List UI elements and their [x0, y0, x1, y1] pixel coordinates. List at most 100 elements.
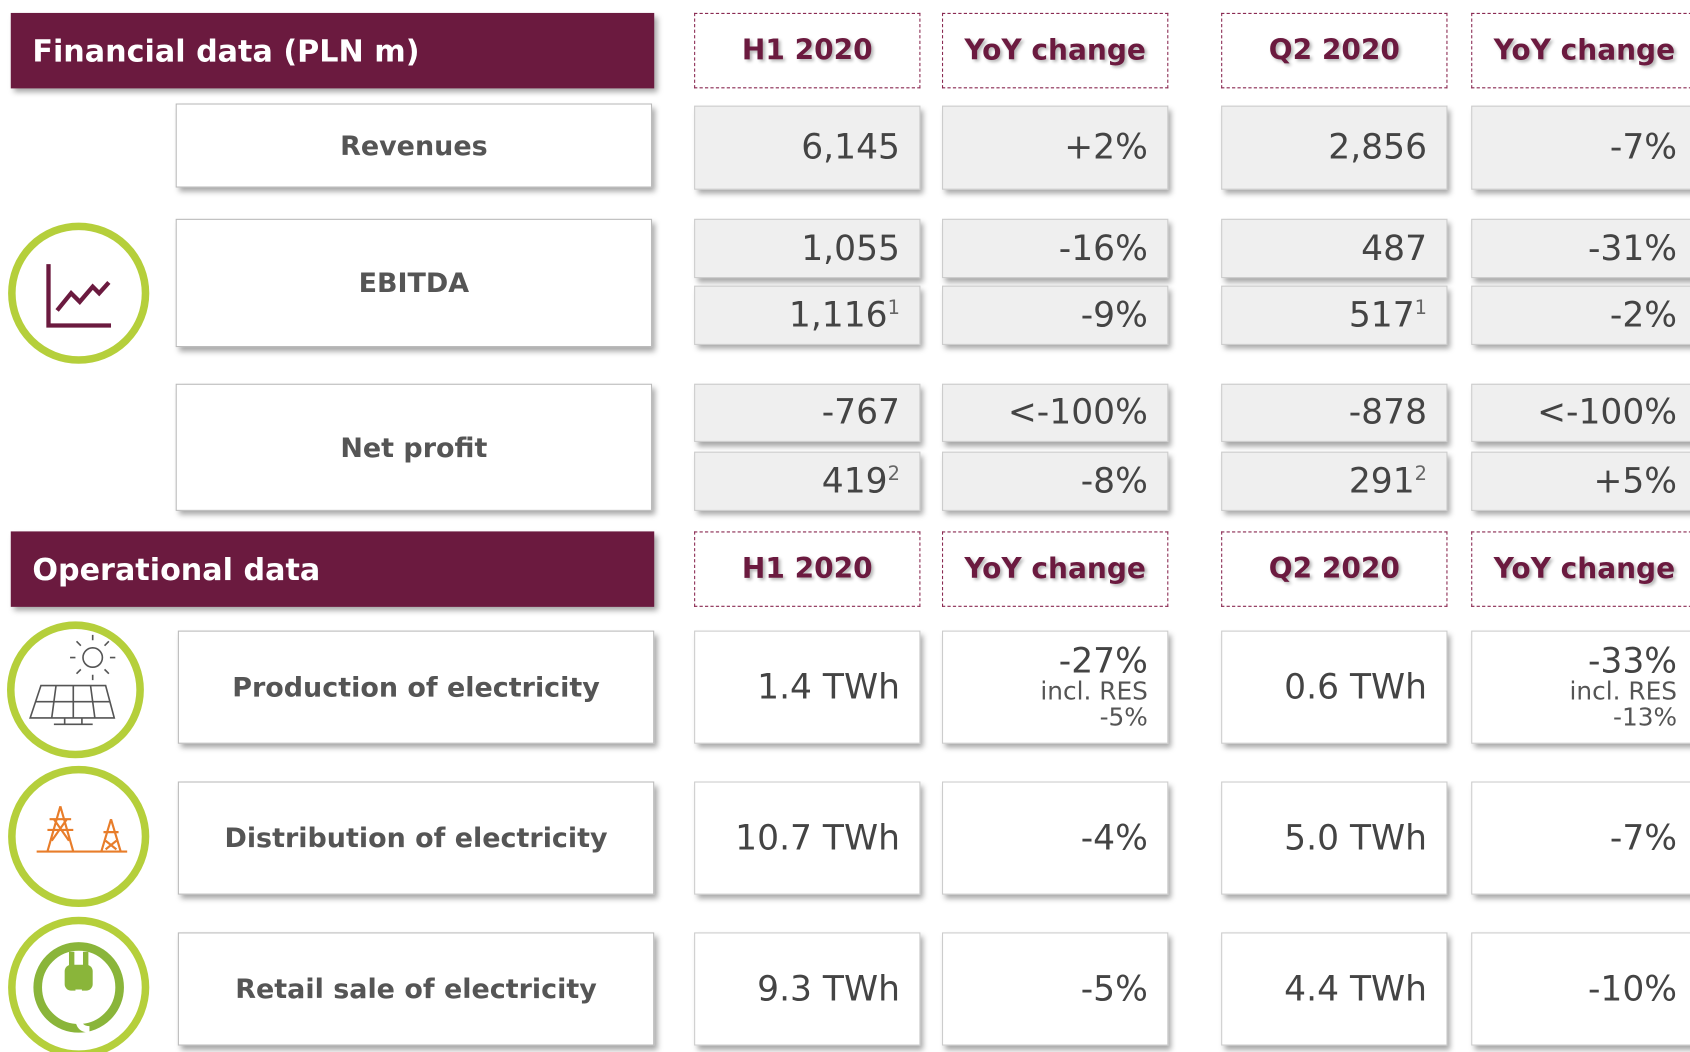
value-cell: -33% incl. RES -13% — [1471, 630, 1690, 744]
row-label-text: Distribution of electricity — [224, 822, 608, 854]
row-label: Production of electricity — [177, 630, 655, 744]
value-cell: -27% incl. RES -5% — [941, 630, 1169, 744]
section-title-text: Financial data (PLN m) — [32, 32, 420, 69]
cell-line: 4192 — [821, 459, 900, 501]
value-cell: -2% — [1471, 285, 1690, 345]
cell-value: 291 — [1348, 459, 1415, 501]
row-label-text: Production of electricity — [232, 671, 600, 703]
column-header-text: Q2 2020 — [1268, 34, 1400, 67]
row-label: Revenues — [175, 103, 653, 188]
section-title-text: Operational data — [32, 551, 321, 587]
row-label-text: Retail sale of electricity — [235, 973, 597, 1005]
cell-value: 487 — [1361, 227, 1428, 269]
cell-detail: incl. RES — [1040, 679, 1148, 705]
value-cell: 9.3 TWh — [694, 932, 921, 1046]
cell-value: -31% — [1587, 227, 1678, 269]
cell-line: 5171 — [1349, 296, 1428, 333]
value-cell: <-100% — [1471, 383, 1690, 442]
cell-value: -16% — [1058, 227, 1148, 269]
value-cell: -8% — [941, 451, 1169, 511]
chart-icon — [8, 222, 150, 364]
value-cell: 1,1161 — [694, 285, 921, 345]
cell-value: 1,116 — [788, 293, 888, 335]
column-header-text: H1 2020 — [741, 552, 873, 586]
value-cell: -7% — [1471, 781, 1690, 895]
value-cell: 2,856 — [1221, 105, 1448, 190]
cell-value: +5% — [1593, 459, 1678, 501]
cell-value: 6,145 — [801, 126, 900, 168]
cell-value: -10% — [1587, 967, 1678, 1009]
cell-value: 1,055 — [801, 227, 900, 269]
row-label: Net profit — [175, 383, 653, 511]
value-cell: -878 — [1221, 383, 1448, 442]
footnote-mark: 1 — [1414, 296, 1428, 320]
cell-value: -2% — [1609, 293, 1678, 335]
value-cell: 6,145 — [694, 105, 921, 190]
cell-value: -4% — [1080, 816, 1148, 858]
value-cell: 4192 — [694, 451, 921, 511]
cell-line: 1,1161 — [788, 293, 900, 335]
column-header-text: YoY change — [964, 34, 1146, 67]
row-label: Retail sale of electricity — [177, 932, 655, 1046]
cell-value: -7% — [1609, 126, 1678, 168]
detail-text: -5% — [1099, 704, 1148, 733]
row-label: EBITDA — [175, 218, 653, 348]
cell-line: -27% — [1059, 642, 1148, 679]
pylon-icon — [8, 765, 150, 908]
value-cell: -767 — [694, 383, 921, 442]
row-label: Distribution of electricity — [177, 781, 655, 895]
row-label-text: Revenues — [340, 129, 488, 162]
detail-text: incl. RES — [1569, 678, 1678, 707]
value-cell: -4% — [941, 781, 1169, 895]
value-cell: -31% — [1471, 218, 1690, 279]
value-cell: <-100% — [941, 383, 1169, 442]
cell-value: -878 — [1348, 391, 1428, 433]
value-cell: 0.6 TWh — [1221, 630, 1448, 744]
value-cell: +2% — [941, 105, 1169, 190]
column-header-text: YoY change — [1493, 552, 1676, 586]
row-label-text: EBITDA — [358, 267, 470, 299]
value-cell: 1.4 TWh — [694, 630, 921, 744]
column-header: YoY change — [1471, 531, 1690, 607]
value-cell: 5171 — [1221, 285, 1448, 345]
column-header-text: Q2 2020 — [1268, 552, 1400, 586]
cell-value: 0.6 TWh — [1284, 665, 1428, 707]
cell-detail: -5% — [1100, 705, 1148, 731]
cell-value: <-100% — [1007, 391, 1148, 433]
cell-value: -33% — [1587, 639, 1678, 681]
column-header: H1 2020 — [694, 12, 921, 89]
footnote-mark: 1 — [887, 296, 900, 320]
row-label-text: Net profit — [340, 431, 488, 463]
cell-value: 1.4 TWh — [757, 665, 900, 707]
cell-detail: -13% — [1613, 705, 1677, 731]
cell-value: 419 — [821, 459, 888, 501]
value-cell: 10.7 TWh — [694, 781, 921, 895]
column-header: Q2 2020 — [1221, 12, 1448, 89]
section-title: Financial data (PLN m) — [10, 12, 655, 89]
plug-icon — [8, 916, 150, 1052]
cell-value: 4.4 TWh — [1284, 967, 1428, 1009]
icons — [7, 222, 150, 1052]
cell-value: 2,856 — [1328, 126, 1428, 168]
detail-text: incl. RES — [1040, 678, 1148, 707]
value-cell: -16% — [941, 218, 1169, 279]
section-title: Operational data — [10, 531, 655, 607]
solar-icon — [7, 621, 144, 759]
cell-value: <-100% — [1537, 391, 1678, 433]
column-header: YoY change — [1471, 12, 1690, 89]
column-header: YoY change — [941, 531, 1169, 607]
column-header-text: YoY change — [964, 552, 1146, 586]
cell-value: -767 — [821, 391, 900, 433]
value-cell: 2912 — [1221, 451, 1448, 511]
cell-value: 5.0 TWh — [1284, 816, 1428, 858]
column-header: YoY change — [941, 12, 1169, 89]
cell-detail: incl. RES — [1570, 679, 1678, 705]
footnote-mark: 2 — [1414, 462, 1428, 486]
column-header: H1 2020 — [694, 531, 921, 607]
value-cell: 487 — [1221, 218, 1448, 279]
cell-value: 10.7 TWh — [735, 816, 900, 858]
value-cell: -5% — [941, 932, 1169, 1046]
value-cell: 5.0 TWh — [1221, 781, 1448, 895]
cell-value: 9.3 TWh — [757, 967, 900, 1009]
value-cell: -9% — [941, 285, 1169, 345]
